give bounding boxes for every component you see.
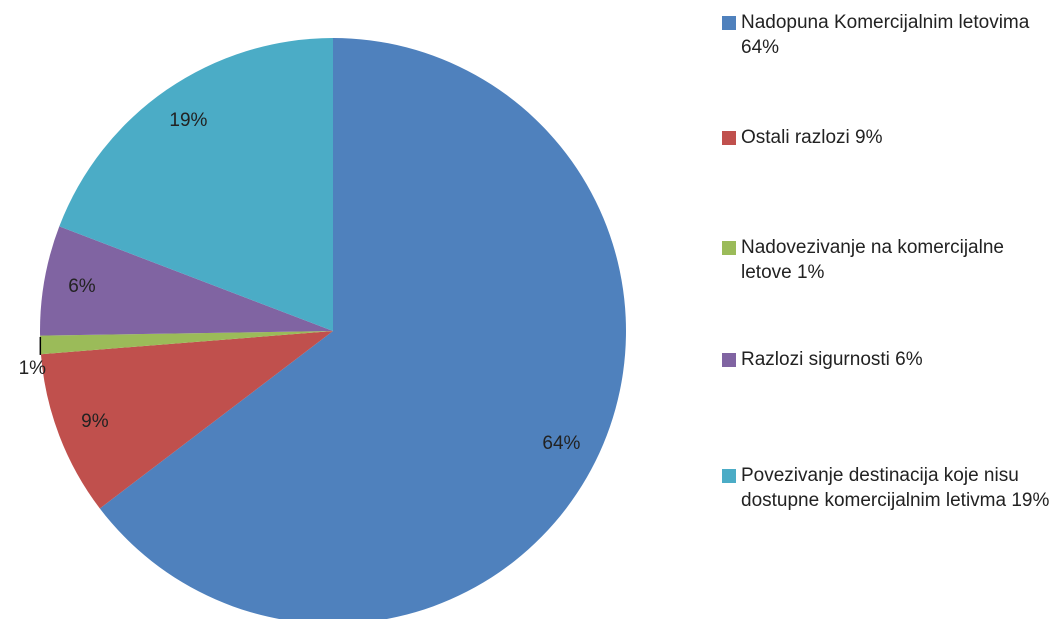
data-label: 1% xyxy=(19,358,47,379)
legend-label: Razlozi sigurnosti 6% xyxy=(741,349,923,370)
legend-swatch xyxy=(722,469,736,483)
data-label: 6% xyxy=(68,276,96,297)
legend-entry: Nadopuna Komercijalnim letovima 64% xyxy=(722,10,1058,60)
legend-swatch xyxy=(722,353,736,367)
legend-label: Povezivanje destinacija koje nisu dostup… xyxy=(741,465,1050,511)
data-label: 9% xyxy=(81,411,109,432)
legend-entry: Povezivanje destinacija koje nisu dostup… xyxy=(722,463,1058,513)
legend-entry: Ostali razlozi 9% xyxy=(722,125,1058,150)
pie-slice xyxy=(40,226,333,336)
legend-label: Nadovezivanje na komercijalne letove 1% xyxy=(741,237,1004,283)
legend-entry: Nadovezivanje na komercijalne letove 1% xyxy=(722,235,1058,285)
data-label: 19% xyxy=(169,110,207,131)
legend-label: Ostali razlozi 9% xyxy=(741,127,883,148)
data-label: 64% xyxy=(542,433,580,454)
pie-slice xyxy=(99,38,626,619)
pie-slice xyxy=(59,37,333,331)
legend-swatch xyxy=(722,16,736,30)
legend-entry: Razlozi sigurnosti 6% xyxy=(722,347,1058,372)
pie-slice xyxy=(40,331,334,355)
legend-label: Nadopuna Komercijalnim letovima 64% xyxy=(741,12,1030,58)
legend-swatch xyxy=(722,241,736,255)
legend-swatch xyxy=(722,131,736,145)
pie-slice xyxy=(40,331,334,509)
